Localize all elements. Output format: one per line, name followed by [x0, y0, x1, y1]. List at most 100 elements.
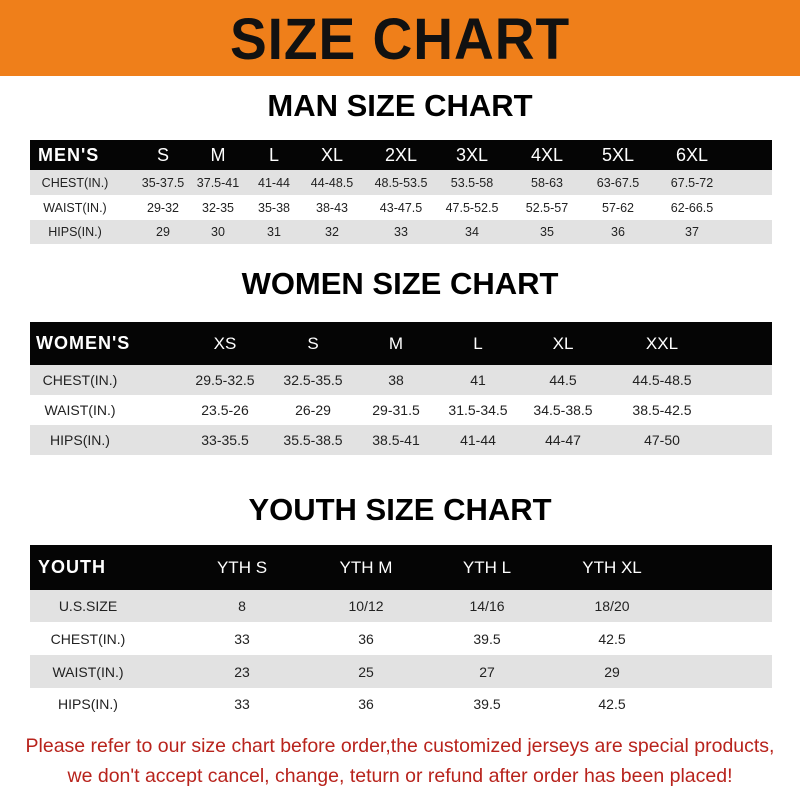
women-section-title: WOMEN SIZE CHART [241, 266, 559, 301]
measurement-value: 58-63 [531, 175, 563, 190]
size-header: XL [552, 333, 574, 353]
table-row: CHEST(IN.) 35-37.5 37.5-41 41-44 44-48.5 48.5… [30, 170, 772, 195]
size-header: YTH S [216, 557, 268, 577]
size-header: YTH M [339, 557, 393, 577]
measurement-label: WAIST(IN.) [43, 200, 107, 215]
table-row: U.S.SIZE 8 10/12 14/16 18/20 [30, 590, 772, 622]
notice-line-2: we don't accept cancel, change, teturn o… [67, 765, 733, 787]
youth-section-title: YOUTH SIZE CHART [248, 492, 552, 527]
measurement-value: 31.5-34.5 [448, 402, 508, 418]
measurement-label: U.S.SIZE [58, 598, 118, 614]
measurement-value: 29-31.5 [372, 402, 420, 418]
men-section-title: MAN SIZE CHART [267, 88, 533, 123]
measurement-value: 41-44 [258, 175, 290, 190]
measurement-label: WAIST(IN.) [52, 663, 124, 680]
men-size-table: MEN'S S M L XL 2XL 3XL 4XL 5XL 6XL CHEST(IN.) 35-37… [30, 140, 772, 244]
measurement-label: CHEST(IN.) [50, 630, 126, 647]
measurement-value: 38.5-42.5 [632, 402, 692, 418]
measurement-label: HIPS(IN.) [58, 696, 118, 712]
measurement-value: 67.5-72 [670, 175, 714, 190]
measurement-value: 44-47 [545, 432, 581, 448]
table-row: WAIST(IN.) 23.5-26 26-29 29-31.5 31.5-34.5 34… [30, 395, 772, 425]
size-header: S [156, 144, 170, 165]
women-header-row: WOMEN'S XS S M L XL XXL [30, 322, 772, 365]
table-row: WAIST(IN.) 29-32 32-35 35-38 38-43 43-47.5 47.… [30, 195, 772, 220]
measurement-value: 52.5-57 [525, 200, 569, 215]
measurement-value: 30 [211, 225, 225, 239]
measurement-value: 39.5 [473, 630, 501, 647]
youth-size-table: YOUTH YTH S YTH M YTH L YTH XL U.S.SIZE 8 10/12… [30, 545, 772, 720]
measurement-value: 29-32 [147, 200, 179, 215]
measurement-value: 29 [604, 663, 620, 680]
banner-title: SIZE CHART [229, 7, 571, 72]
notice-line-1: Please refer to our size chart before or… [25, 735, 775, 757]
measurement-value: 41-44 [460, 432, 496, 448]
measurement-value: 47-50 [644, 432, 680, 448]
size-header: M [388, 333, 404, 353]
measurement-value: 29 [156, 225, 170, 239]
title-banner: SIZE CHART [0, 0, 800, 76]
measurement-value: 38 [388, 372, 404, 388]
table-row: HIPS(IN.) 33-35.5 35.5-38.5 38.5-41 41-44 44-… [30, 425, 772, 455]
measurement-value: 62-66.5 [670, 200, 714, 215]
measurement-value: 35.5-38.5 [283, 432, 343, 448]
size-header: 5XL [601, 144, 635, 165]
table-row: CHEST(IN.) 29.5-32.5 32.5-35.5 38 41 44.5 44.5… [30, 365, 772, 395]
measurement-label: HIPS(IN.) [50, 432, 110, 448]
measurement-value: 36 [358, 630, 374, 647]
measurement-value: 43-47.5 [379, 200, 423, 215]
measurement-value: 36 [358, 696, 374, 712]
measurement-value: 25 [358, 663, 374, 680]
youth-table-label: YOUTH [38, 557, 106, 577]
measurement-value: 32-35 [202, 200, 234, 215]
measurement-value: 47.5-52.5 [445, 200, 499, 215]
measurement-value: 14/16 [469, 598, 505, 614]
size-header: L [473, 333, 483, 353]
measurement-value: 57-62 [602, 200, 634, 215]
measurement-value: 27 [479, 663, 495, 680]
measurement-value: 23 [234, 663, 250, 680]
measurement-value: 33 [394, 225, 408, 239]
measurement-label: HIPS(IN.) [48, 225, 102, 239]
measurement-value: 41 [470, 372, 486, 388]
measurement-value: 32.5-35.5 [283, 372, 343, 388]
measurement-value: 38.5-41 [372, 432, 420, 448]
measurement-label: CHEST(IN.) [42, 372, 118, 388]
size-header: YTH XL [582, 557, 642, 577]
measurement-value: 18/20 [594, 598, 630, 614]
measurement-value: 23.5-26 [201, 402, 249, 418]
measurement-value: 33 [234, 630, 250, 647]
measurement-value: 29.5-32.5 [195, 372, 255, 388]
measurement-value: 37.5-41 [196, 175, 240, 190]
measurement-value: 42.5 [598, 696, 626, 712]
size-header: YTH L [462, 557, 512, 577]
measurement-value: 39.5 [473, 696, 501, 712]
men-table-label: MEN'S [38, 144, 100, 165]
youth-header-row: YOUTH YTH S YTH M YTH L YTH XL [30, 545, 772, 590]
measurement-value: 63-67.5 [596, 175, 640, 190]
size-header: L [268, 144, 280, 165]
women-size-table: WOMEN'S XS S M L XL XXL CHEST(IN.) 29.5-32.5 32.5… [30, 322, 772, 455]
size-header: XS [213, 333, 237, 353]
measurement-value: 10/12 [348, 598, 384, 614]
measurement-value: 34 [465, 225, 479, 239]
size-header: 4XL [530, 144, 564, 165]
measurement-value: 8 [238, 598, 246, 614]
measurement-value: 32 [325, 225, 339, 239]
measurement-value: 36 [611, 225, 625, 239]
measurement-value: 34.5-38.5 [533, 402, 593, 418]
size-header: M [210, 144, 226, 165]
measurement-value: 53.5-58 [450, 175, 494, 190]
size-header: XXL [645, 333, 679, 353]
measurement-value: 35 [540, 225, 554, 239]
measurement-value: 37 [685, 225, 699, 239]
measurement-value: 44-48.5 [310, 175, 354, 190]
measurement-value: 33-35.5 [201, 432, 249, 448]
measurement-value: 42.5 [598, 630, 626, 647]
measurement-label: WAIST(IN.) [44, 402, 116, 418]
size-header: XL [320, 144, 344, 165]
table-row: CHEST(IN.) 33 36 39.5 42.5 [30, 622, 772, 655]
size-header: 2XL [384, 144, 418, 165]
women-table-label: WOMEN'S [36, 333, 131, 353]
